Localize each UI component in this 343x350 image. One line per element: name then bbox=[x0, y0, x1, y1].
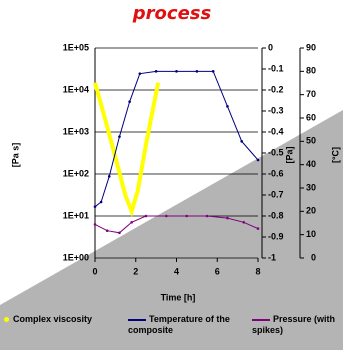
x-tick-label: 4 bbox=[174, 266, 179, 276]
point bbox=[256, 158, 260, 162]
point bbox=[165, 214, 168, 218]
point bbox=[211, 70, 215, 73]
y3-tick-label: 90 bbox=[306, 42, 316, 52]
y-tick-label: 1E+00 bbox=[63, 252, 89, 262]
point bbox=[256, 227, 260, 230]
legend-swatch bbox=[128, 318, 146, 321]
legend-item: Pressure (with spikes) bbox=[252, 314, 342, 336]
legend-label: Temperature of the composite bbox=[128, 314, 230, 335]
y3-tick-label: 10 bbox=[306, 229, 316, 239]
chart-title: process bbox=[132, 3, 212, 24]
legend-item: Complex viscosity bbox=[4, 314, 92, 325]
y2-tick-label: -0.7 bbox=[268, 189, 284, 199]
legend-item: Temperature of the composite bbox=[128, 314, 238, 336]
y-tick-label: 1E+04 bbox=[63, 84, 89, 94]
y3-tick-label: 40 bbox=[306, 159, 316, 169]
point bbox=[93, 223, 97, 226]
y2-tick-label: -0.5 bbox=[268, 147, 284, 157]
x-tick-label: 0 bbox=[92, 266, 97, 276]
y3-tick-label: 60 bbox=[306, 112, 316, 122]
point bbox=[226, 105, 229, 108]
y2-tick-label: -0.8 bbox=[268, 210, 284, 220]
point bbox=[118, 231, 121, 235]
y3-axis-title: [°C] bbox=[330, 147, 340, 163]
point bbox=[175, 70, 178, 73]
x-tick-label: 8 bbox=[255, 266, 260, 276]
y-tick-label: 1E+03 bbox=[63, 126, 89, 136]
y2-tick-label: -0.6 bbox=[268, 168, 284, 178]
y2-tick-label: -1 bbox=[268, 252, 276, 262]
point bbox=[128, 100, 131, 103]
point bbox=[195, 70, 199, 73]
y3-tick-label: 50 bbox=[306, 136, 316, 146]
y3-tick-label: 30 bbox=[306, 182, 316, 192]
y2-tick-label: -0.9 bbox=[268, 231, 284, 241]
y-axis-title: [Pa s] bbox=[10, 143, 20, 168]
y-tick-label: 1E+02 bbox=[63, 168, 89, 178]
point bbox=[105, 229, 109, 232]
point bbox=[93, 205, 97, 208]
y2-axis-title: [Pa] bbox=[284, 146, 294, 163]
y3-tick-label: 20 bbox=[306, 206, 316, 216]
point bbox=[99, 200, 103, 204]
x-tick-label: 6 bbox=[215, 266, 220, 276]
y2-tick-label: -0.1 bbox=[268, 63, 284, 73]
point bbox=[226, 216, 229, 220]
point bbox=[240, 140, 243, 143]
point bbox=[144, 214, 148, 218]
point bbox=[118, 135, 121, 138]
line-series bbox=[93, 82, 161, 218]
y2-tick-label: -0.4 bbox=[268, 126, 284, 136]
y3-tick-label: 0 bbox=[311, 252, 316, 262]
y2-tick-label: 0 bbox=[268, 42, 273, 52]
y3-tick-label: 70 bbox=[306, 89, 316, 99]
point bbox=[185, 214, 188, 218]
point bbox=[107, 175, 111, 178]
y2-tick-label: -0.3 bbox=[268, 105, 284, 115]
y2-tick-label: -0.2 bbox=[268, 84, 284, 94]
point bbox=[205, 214, 209, 218]
point bbox=[138, 72, 142, 75]
y3-tick-label: 80 bbox=[306, 66, 316, 76]
y-tick-label: 1E+01 bbox=[63, 210, 89, 220]
x-axis-title: Time [h] bbox=[161, 292, 196, 302]
point bbox=[130, 221, 133, 224]
legend-swatch bbox=[252, 318, 270, 321]
background-shape bbox=[0, 110, 343, 350]
point bbox=[242, 221, 246, 224]
point bbox=[154, 70, 158, 73]
legend-label: Complex viscosity bbox=[13, 314, 93, 324]
legend-swatch bbox=[4, 317, 9, 322]
y-tick-label: 1E+05 bbox=[63, 42, 89, 52]
x-tick-label: 2 bbox=[133, 266, 138, 276]
legend-label: Pressure (with spikes) bbox=[252, 314, 336, 335]
